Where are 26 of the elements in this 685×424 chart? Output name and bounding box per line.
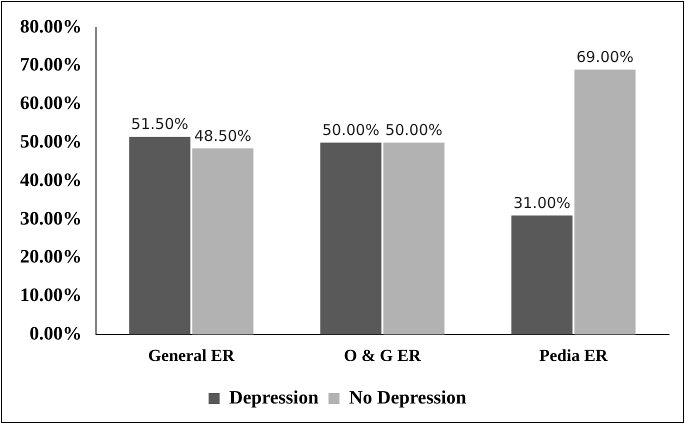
x-tick-label: O & G ER	[344, 346, 422, 366]
data-label: 50.00%	[385, 120, 443, 139]
bar	[511, 216, 573, 335]
x-tick-label: Pedia ER	[539, 346, 608, 366]
bar	[129, 136, 190, 335]
y-tick-label: 20.00%	[20, 246, 82, 268]
data-label: 69.00%	[576, 48, 634, 66]
y-tick-label: 30.00%	[20, 208, 82, 230]
y-tick-label: 10.00%	[20, 285, 82, 306]
x-tick-label: General ER	[148, 346, 236, 366]
bar	[192, 148, 254, 335]
y-tick-label: 50.00%	[20, 132, 82, 153]
data-label: 51.50%	[131, 115, 188, 134]
data-label: 50.00%	[322, 120, 380, 139]
y-tick-label: 80.00%	[20, 16, 82, 38]
y-tick-label: 0.00%	[30, 324, 82, 345]
bar	[383, 142, 444, 335]
y-tick-label: 40.00%	[20, 170, 82, 191]
bar	[574, 70, 636, 335]
legend-label: No Depression	[349, 387, 467, 408]
y-tick-label: 60.00%	[20, 93, 82, 114]
y-tick-label: 70.00%	[20, 54, 82, 76]
legend-label: Depression	[229, 387, 319, 408]
data-label: 48.50%	[194, 126, 252, 145]
data-label: 31.00%	[513, 194, 571, 212]
bar	[320, 142, 382, 335]
